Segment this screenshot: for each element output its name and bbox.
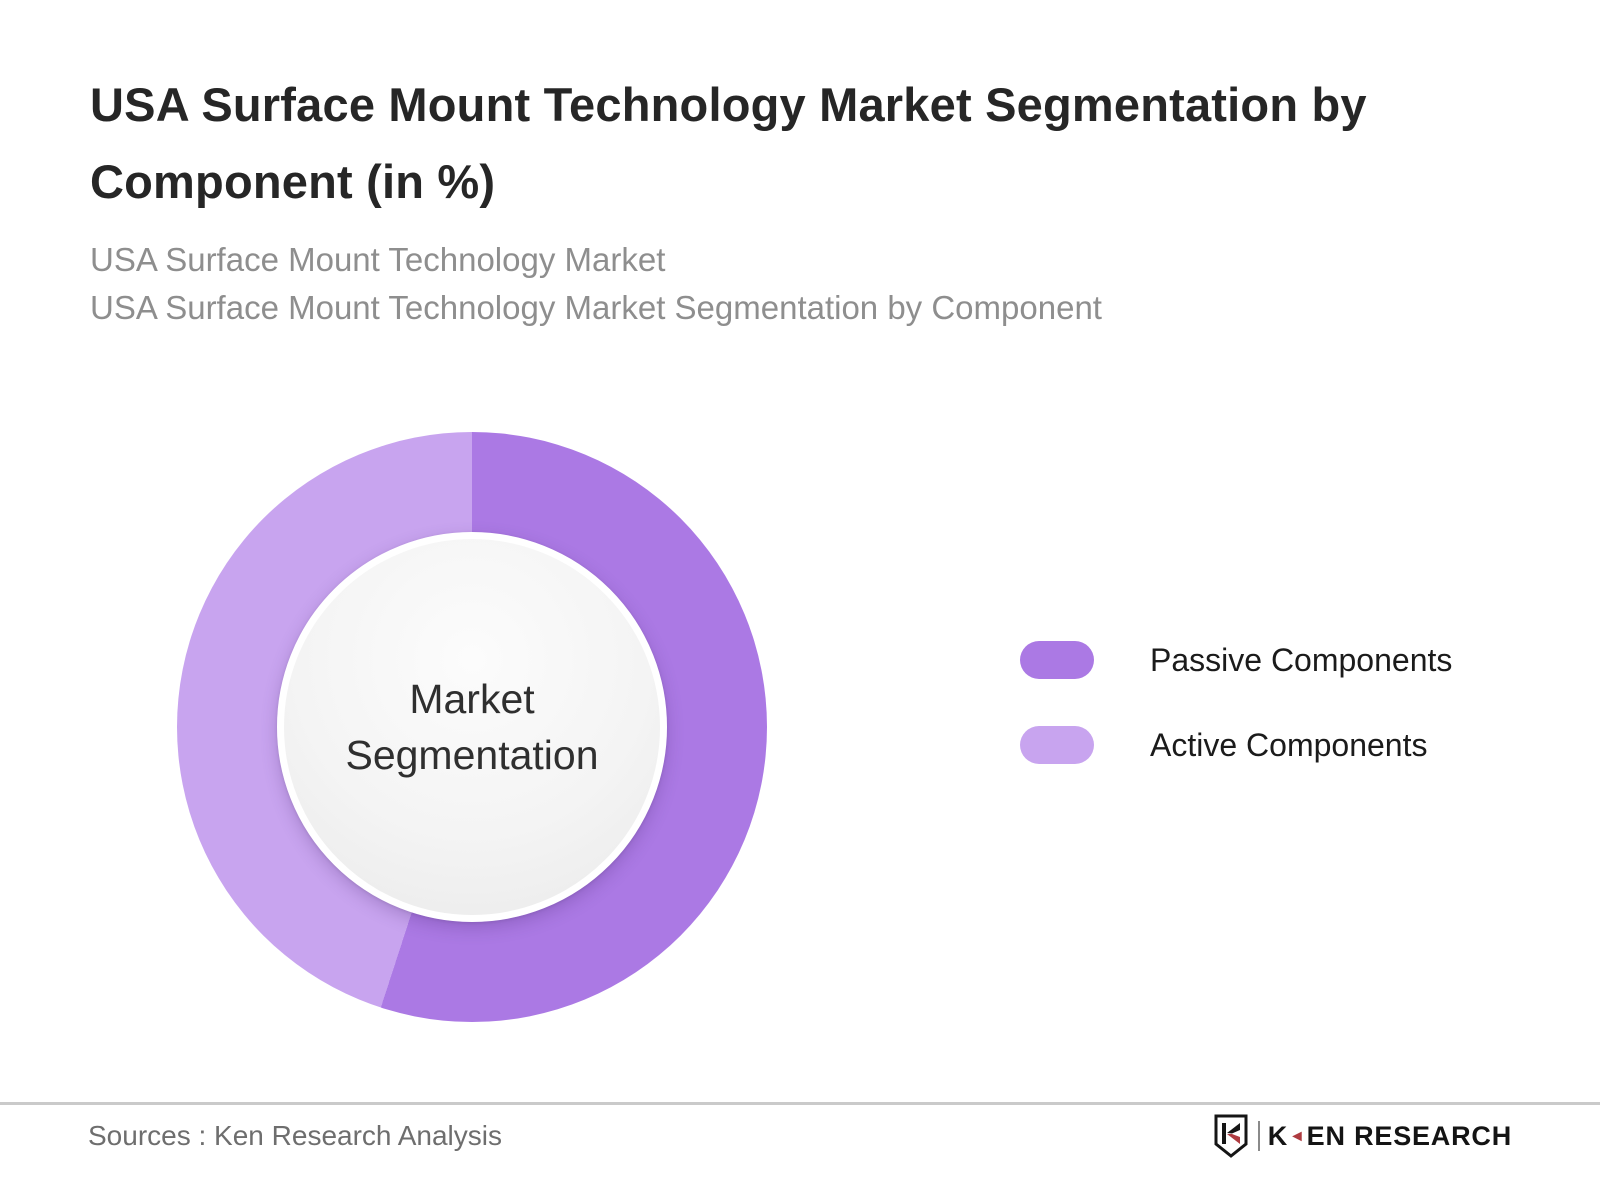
wordmark-k: K — [1267, 1120, 1289, 1151]
donut-chart: Market Segmentation — [177, 432, 767, 1022]
legend-label-active: Active Components — [1150, 726, 1428, 763]
legend-swatch-passive — [1020, 641, 1094, 679]
subtitle-line-2: USA Surface Mount Technology Market Segm… — [90, 289, 1102, 326]
legend-swatch-active — [1020, 726, 1094, 764]
wordmark-rest: EN RESEARCH — [1306, 1120, 1512, 1151]
ken-research-wordmark: K ◄ EN RESEARCH — [1268, 1121, 1512, 1152]
legend-item-passive-components: Passive Components — [1020, 641, 1452, 679]
donut-center-label: Market Segmentation — [345, 676, 599, 778]
legend-item-active-components: Active Components — [1020, 726, 1452, 764]
logo-divider-bar — [1257, 1121, 1260, 1151]
chart-subtitles: USA Surface Mount Technology Market USA … — [90, 236, 1102, 332]
page-title: USA Surface Mount Technology Market Segm… — [90, 78, 1367, 208]
legend-label-passive: Passive Components — [1150, 641, 1453, 678]
wordmark-red-arrow-icon: ◄ — [1289, 1128, 1306, 1145]
ken-research-shield-icon — [1214, 1114, 1248, 1158]
ken-research-logo: K ◄ EN RESEARCH — [1213, 1114, 1512, 1158]
chart-legend: Passive Components Active Components — [1020, 641, 1452, 764]
sources-note: Sources : Ken Research Analysis — [88, 1120, 502, 1151]
footer-divider — [0, 1102, 1600, 1105]
subtitle-line-1: USA Surface Mount Technology Market — [90, 241, 666, 278]
donut-center-circle: Market Segmentation — [277, 532, 667, 922]
